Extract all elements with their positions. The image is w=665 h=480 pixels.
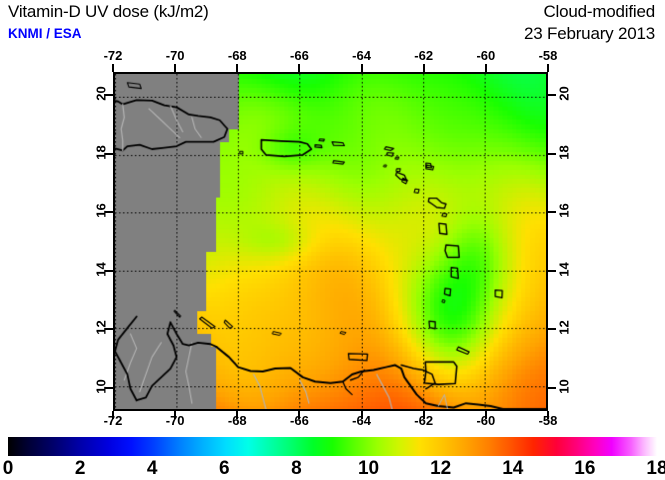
y-axis-tick bbox=[548, 211, 556, 214]
y-axis-tick bbox=[548, 94, 556, 97]
y-axis-label: 18 bbox=[93, 145, 109, 160]
x-axis-tick bbox=[236, 64, 239, 72]
x-axis-label: -70 bbox=[165, 413, 185, 428]
x-axis-label: -58 bbox=[538, 413, 558, 428]
x-axis-tick bbox=[360, 411, 363, 419]
x-axis-label: -62 bbox=[414, 48, 434, 63]
colorbar-label: 6 bbox=[219, 458, 230, 479]
x-axis-label: -66 bbox=[290, 413, 309, 428]
x-axis-label: -58 bbox=[538, 48, 558, 63]
x-axis-tick bbox=[174, 64, 177, 72]
y-axis-tick bbox=[548, 328, 556, 331]
y-axis-label: 16 bbox=[93, 203, 109, 218]
x-axis-label: -72 bbox=[103, 413, 123, 428]
y-axis-label: 14 bbox=[556, 261, 572, 277]
x-axis-label: -70 bbox=[165, 48, 185, 63]
y-axis-tick bbox=[105, 386, 113, 389]
x-axis-label: -66 bbox=[290, 48, 309, 63]
colorbar bbox=[8, 437, 657, 456]
y-axis-tick bbox=[548, 386, 556, 389]
y-axis-label: 16 bbox=[556, 203, 572, 218]
x-axis-tick bbox=[112, 64, 114, 72]
y-axis-tick bbox=[105, 211, 113, 214]
y-axis-label: 10 bbox=[556, 378, 572, 394]
y-axis-tick bbox=[548, 269, 556, 272]
x-axis-label: -64 bbox=[352, 413, 371, 428]
colorbar-label: 14 bbox=[502, 458, 524, 479]
y-axis-label: 14 bbox=[93, 261, 109, 277]
y-axis-tick bbox=[105, 328, 113, 331]
y-axis-label: 18 bbox=[556, 145, 572, 160]
product-mode-label: Cloud-modified bbox=[543, 2, 655, 21]
y-axis-label: 20 bbox=[93, 86, 109, 102]
page-title: Vitamin-D UV dose (kJ/m2) bbox=[8, 2, 209, 21]
x-axis-tick bbox=[360, 64, 363, 72]
x-axis-label: -68 bbox=[227, 413, 247, 428]
y-axis-label: 12 bbox=[93, 320, 109, 335]
x-axis-label: -72 bbox=[103, 48, 123, 63]
x-axis-tick bbox=[236, 411, 239, 419]
colorbar-label: 0 bbox=[2, 458, 14, 479]
agency-credit: KNMI / ESA bbox=[8, 26, 82, 41]
x-axis-tick bbox=[547, 64, 549, 72]
x-axis-tick bbox=[422, 64, 425, 72]
map-plot-area bbox=[113, 72, 548, 411]
y-axis-tick bbox=[105, 269, 113, 272]
x-axis-label: -68 bbox=[227, 48, 247, 63]
x-axis-label: -64 bbox=[352, 48, 371, 63]
colorbar-label: 12 bbox=[430, 458, 452, 479]
colorbar-label: 10 bbox=[357, 458, 380, 479]
y-axis-label: 20 bbox=[556, 86, 572, 102]
x-axis-label: -60 bbox=[476, 413, 496, 428]
colorbar-label: 2 bbox=[74, 458, 86, 479]
y-axis-tick bbox=[548, 152, 556, 155]
colorbar-label: 4 bbox=[146, 458, 158, 479]
colorbar-label: 16 bbox=[574, 458, 596, 479]
y-axis-tick bbox=[105, 152, 113, 155]
x-axis-tick bbox=[174, 411, 177, 419]
uv-dose-heatmap bbox=[115, 74, 546, 409]
x-axis-label: -62 bbox=[414, 413, 434, 428]
colorbar-label: 18 bbox=[646, 458, 665, 479]
x-axis-tick bbox=[484, 64, 487, 72]
x-axis-tick bbox=[484, 411, 487, 419]
colorbar-gradient bbox=[8, 437, 657, 456]
x-axis-tick bbox=[422, 411, 425, 419]
y-axis-label: 10 bbox=[93, 378, 109, 394]
x-axis-tick bbox=[298, 411, 301, 419]
colorbar-label: 8 bbox=[291, 458, 302, 479]
observation-date: 23 February 2013 bbox=[524, 24, 655, 43]
x-axis-tick bbox=[547, 411, 549, 419]
y-axis-tick bbox=[105, 94, 113, 97]
x-axis-label: -60 bbox=[476, 48, 496, 63]
x-axis-tick bbox=[298, 64, 301, 72]
y-axis-label: 12 bbox=[556, 320, 572, 335]
x-axis-tick bbox=[112, 411, 114, 419]
